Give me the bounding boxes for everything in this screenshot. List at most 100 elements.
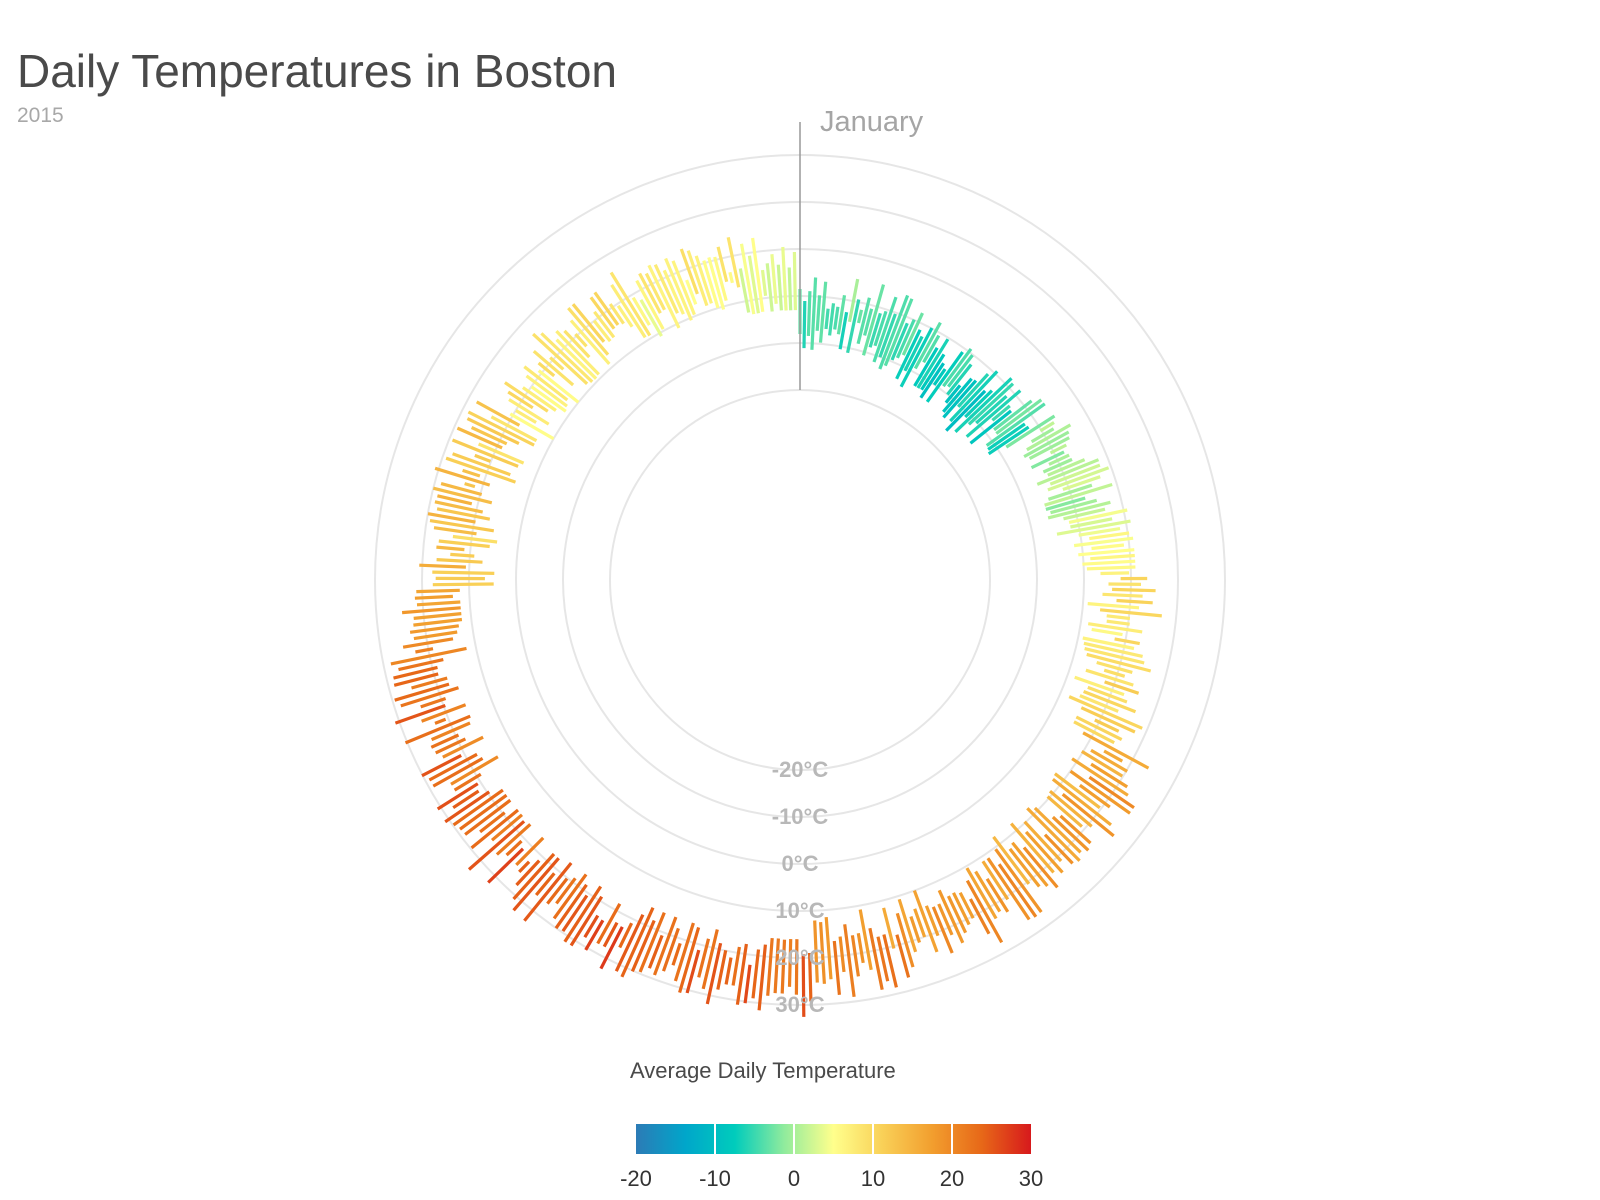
legend-tick-label: 0 <box>788 1166 800 1191</box>
temperature-bar <box>678 926 701 994</box>
temperature-bar <box>873 310 888 347</box>
temperature-bar <box>913 908 927 938</box>
temperature-bar <box>878 294 910 370</box>
temperature-bar <box>1079 694 1119 713</box>
temperature-bar <box>620 907 655 978</box>
temperature-bar <box>974 870 1002 913</box>
temperature-bar <box>490 415 538 443</box>
temperature-bar <box>555 329 600 376</box>
temperature-bar <box>1084 647 1145 665</box>
temperature-bar <box>432 757 484 788</box>
temperature-bar <box>1073 536 1134 548</box>
temperature-bar <box>398 658 444 672</box>
temperature-bar <box>453 772 482 792</box>
temperature-bar <box>895 934 911 978</box>
temperature-bar <box>903 335 924 372</box>
temperature-bar <box>512 852 556 901</box>
temperature-bar <box>440 482 483 497</box>
temperature-bar <box>946 363 973 396</box>
temperature-bar <box>987 422 1026 451</box>
temperature-bar <box>1063 507 1106 521</box>
temperature-bar <box>747 255 760 314</box>
temperature-bar <box>534 872 556 897</box>
temperature-bar <box>876 936 890 982</box>
temperature-bar <box>1068 695 1143 730</box>
temperature-bar <box>505 839 523 857</box>
temperature-bar <box>1030 450 1065 470</box>
temperature-bar <box>697 938 711 978</box>
temperature-bar <box>509 412 555 441</box>
temperature-bar <box>1080 750 1124 778</box>
temperature-bar <box>1083 690 1137 714</box>
temperature-bar <box>716 949 728 990</box>
temperature-bar <box>882 907 896 949</box>
temperature-bar <box>429 519 495 533</box>
temperature-bar <box>964 389 994 419</box>
temperature-bar <box>856 932 865 964</box>
temperature-bar <box>1106 619 1130 626</box>
temperature-bar <box>430 733 460 749</box>
temperature-bar <box>525 374 568 408</box>
chart-title: Daily Temperatures in Boston <box>17 45 617 97</box>
temperature-bar <box>945 389 987 432</box>
temperature-bar <box>1103 668 1126 678</box>
temperature-bar <box>1045 496 1086 511</box>
temperature-bar <box>593 291 620 326</box>
temperature-bar <box>858 909 873 971</box>
temperature-bar <box>801 954 806 1017</box>
temperature-bar <box>818 281 828 343</box>
temperature-bar <box>432 486 493 505</box>
temperature-bar <box>508 398 550 426</box>
temperature-bar <box>1086 652 1152 673</box>
temperature-bar <box>589 296 616 330</box>
temperature-bar <box>530 385 567 413</box>
temperature-bar <box>731 946 741 986</box>
temperature-bar <box>561 894 589 932</box>
temperature-bar <box>946 895 968 934</box>
temperature-bar <box>949 370 999 423</box>
temperature-bar <box>1087 602 1140 610</box>
temperature-bar <box>726 236 741 288</box>
temperature-bar <box>647 264 681 329</box>
temperature-bar <box>967 382 1015 426</box>
temperature-bar <box>728 271 734 284</box>
temperature-bar <box>947 354 974 388</box>
temperature-bar <box>1023 820 1063 863</box>
temperature-bar <box>394 682 450 702</box>
temperature-bar <box>427 512 476 524</box>
temperature-bar <box>630 919 656 973</box>
temperature-bar <box>685 279 698 305</box>
temperature-bar <box>596 903 622 945</box>
temperature-bar <box>452 452 511 477</box>
temperature-bar <box>428 752 478 782</box>
temperature-bar <box>1039 421 1055 433</box>
temperature-bar <box>781 246 788 311</box>
temperature-bar <box>416 588 460 594</box>
temperature-bar <box>1009 822 1055 874</box>
temperature-bar <box>739 243 756 315</box>
temperature-bar <box>833 306 840 330</box>
temperature-bar <box>450 755 499 786</box>
temperature-bar <box>899 327 934 388</box>
temperature-bar <box>897 898 918 953</box>
temperature-bar <box>436 558 483 564</box>
temperature-bar <box>1094 718 1120 733</box>
temperature-bar <box>913 346 939 387</box>
temperature-bar <box>794 939 799 995</box>
temperature-bar <box>647 934 664 969</box>
radial-tick-label: -10°C <box>772 804 829 829</box>
temperature-bar <box>776 264 783 311</box>
temperature-bar <box>402 637 454 649</box>
temperature-bar <box>890 322 909 361</box>
temperature-bar <box>925 351 964 403</box>
temperature-bar <box>571 303 606 343</box>
temperature-bar <box>664 257 693 321</box>
temperature-bar <box>743 964 752 1004</box>
temperature-bar <box>965 867 998 920</box>
temperature-bar <box>507 390 534 410</box>
temperature-bar <box>716 246 729 283</box>
temperature-bar <box>512 857 560 912</box>
temperature-bar <box>413 617 463 627</box>
temperature-bar <box>673 922 695 982</box>
temperature-bar <box>895 329 922 380</box>
